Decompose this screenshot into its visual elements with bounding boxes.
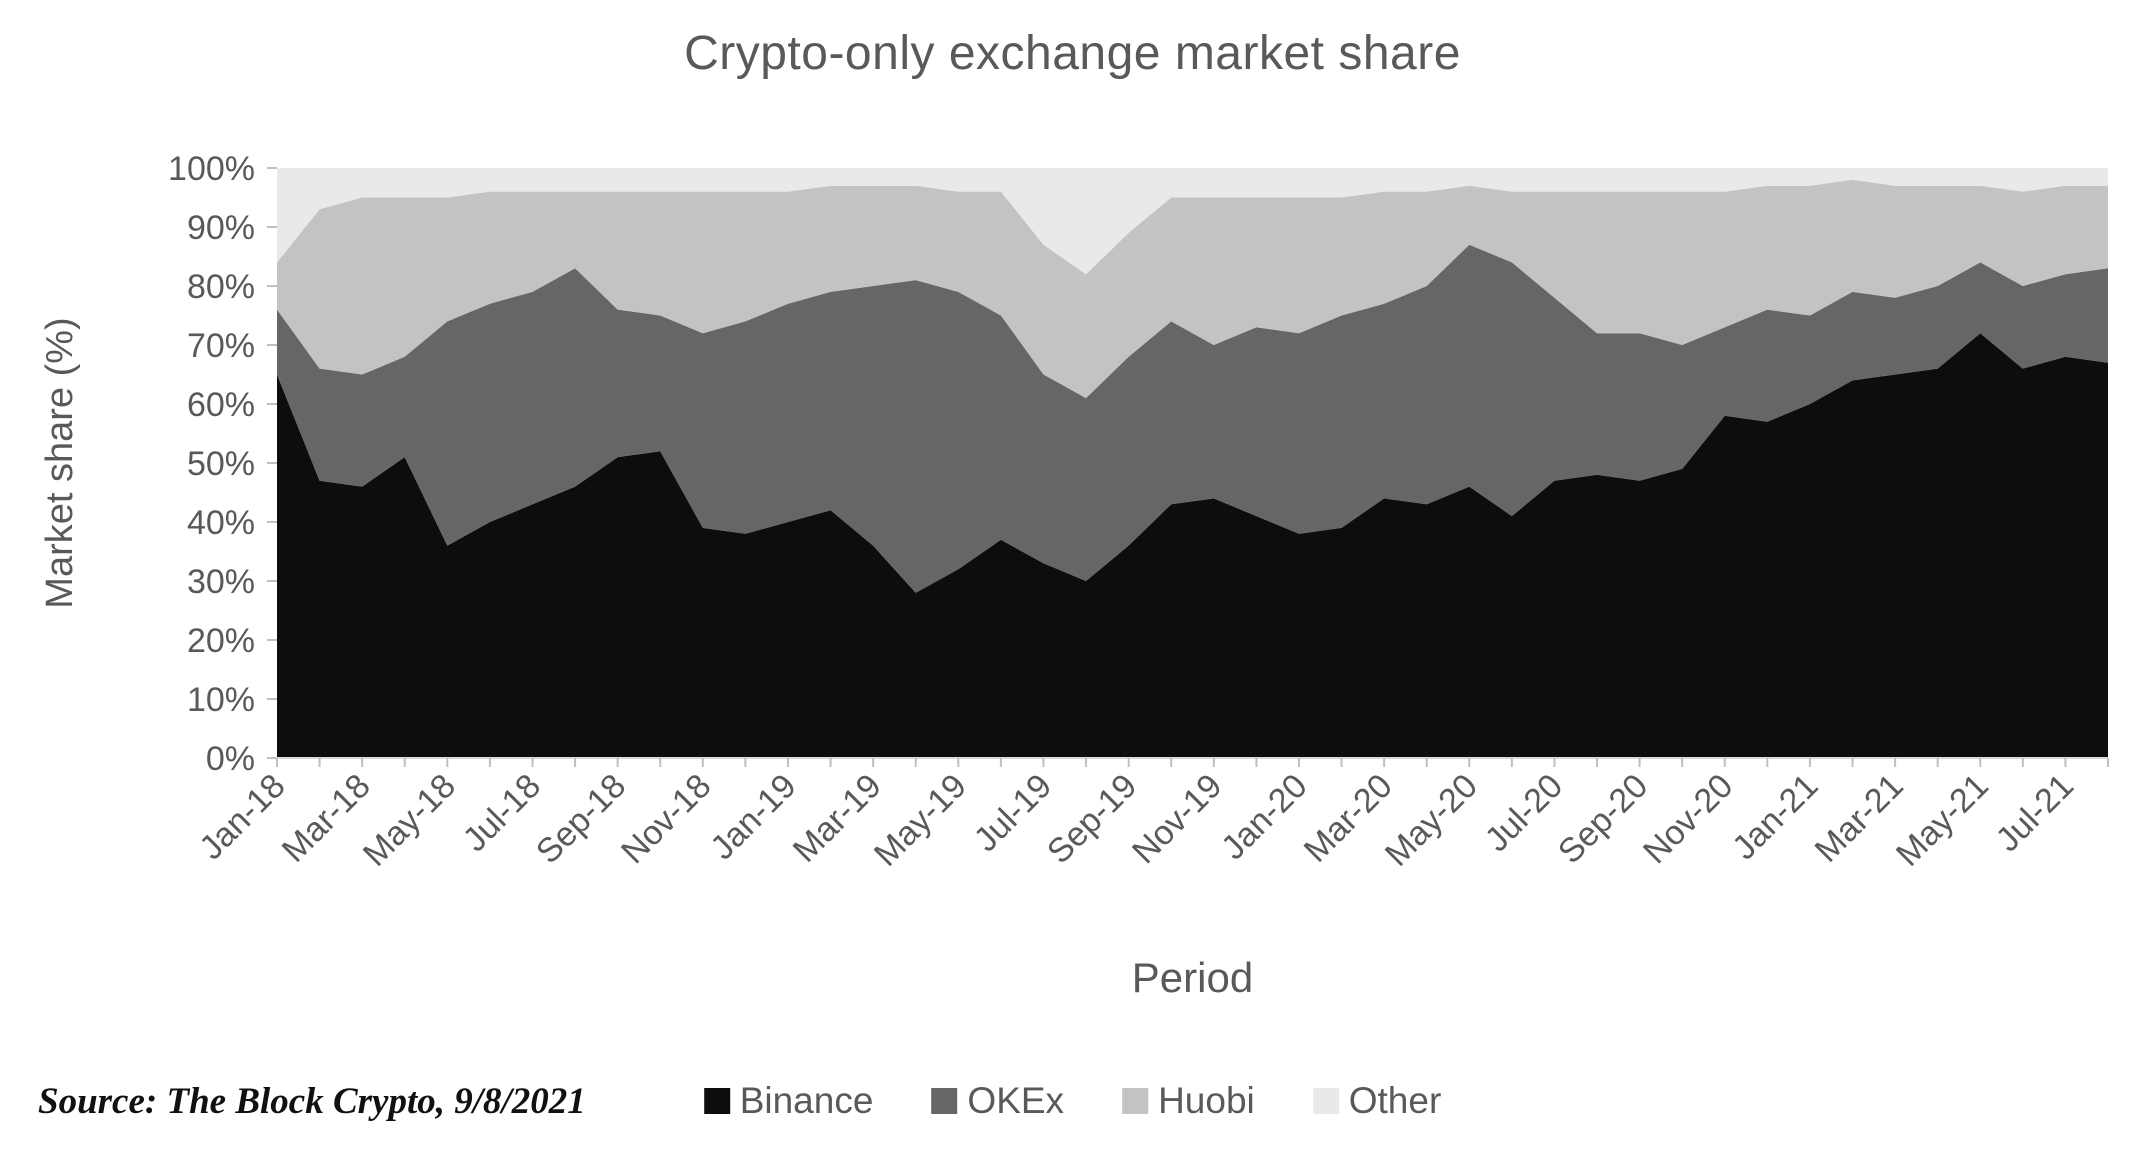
legend-item-okex: OKEx (931, 1080, 1064, 1122)
x-tick-label: Jan-18 (192, 767, 292, 867)
x-tick-label: May-20 (1378, 767, 1485, 874)
x-tick-label: Sep-18 (529, 767, 633, 871)
y-axis-title: Market share (%) (39, 317, 81, 608)
y-tick-label: 20% (187, 622, 255, 660)
y-tick-label: 50% (187, 445, 255, 483)
legend-label: OKEx (967, 1080, 1065, 1121)
x-axis-title: Period (1132, 954, 1253, 1001)
series-area-binance (277, 333, 2108, 758)
series-area-other (277, 168, 2108, 275)
y-tick-label: 60% (187, 386, 255, 424)
legend-label: Huobi (1158, 1080, 1255, 1121)
series-area-huobi (277, 179, 2108, 399)
source-text: Source: The Block Crypto, 9/8/2021 (38, 1081, 586, 1122)
x-tick-label: Jan-21 (1725, 767, 1825, 867)
x-tick-label: May-18 (356, 767, 463, 874)
y-tick-label: 70% (187, 327, 255, 365)
y-tick-label: 30% (187, 563, 255, 601)
x-tick-label: Nov-18 (614, 767, 718, 871)
stacked-area-chart: 0% 10% 20% 30% 40% 50% 60% 70% 80% 90% 100% Jan-18 M… (39, 150, 2109, 1001)
series-area-okex (277, 244, 2108, 593)
legend-label: Other (1348, 1080, 1442, 1121)
legend-item-binance: Binance (703, 1080, 874, 1122)
x-tick-label: Jan-20 (1214, 767, 1314, 867)
chart-footer: Source: The Block Crypto, 9/8/2021 Binan… (0, 1070, 2145, 1140)
legend-item-huobi: Huobi (1122, 1080, 1255, 1122)
legend-swatch-okex (931, 1088, 958, 1114)
legend-swatch-other (1312, 1088, 1339, 1114)
x-tick-label: May-21 (1889, 767, 1996, 874)
y-tick-label: 90% (187, 209, 255, 247)
x-tick-label: Jul-21 (1989, 767, 2081, 859)
y-tick-label: 10% (187, 681, 255, 719)
y-tick-label: 40% (187, 504, 255, 542)
chart-title: Crypto-only exchange market share (684, 27, 1461, 80)
x-tick-label: Sep-20 (1551, 767, 1655, 871)
legend-swatch-huobi (1122, 1088, 1149, 1114)
legend: Binance OKEx Huobi Other (703, 1080, 1442, 1122)
x-tick-label: Nov-20 (1636, 767, 1740, 871)
x-tick-label: Nov-19 (1125, 767, 1229, 871)
y-tick-label: 0% (206, 740, 255, 778)
x-tick-label: Sep-19 (1040, 767, 1144, 871)
legend-swatch-binance (703, 1088, 730, 1114)
y-tick-label: 100% (168, 150, 255, 188)
legend-item-other: Other (1312, 1080, 1442, 1122)
y-tick-label: 80% (187, 268, 255, 306)
x-tick-label: May-19 (867, 767, 974, 874)
x-tick-label: Jan-19 (703, 767, 803, 867)
legend-label: Binance (739, 1080, 874, 1121)
